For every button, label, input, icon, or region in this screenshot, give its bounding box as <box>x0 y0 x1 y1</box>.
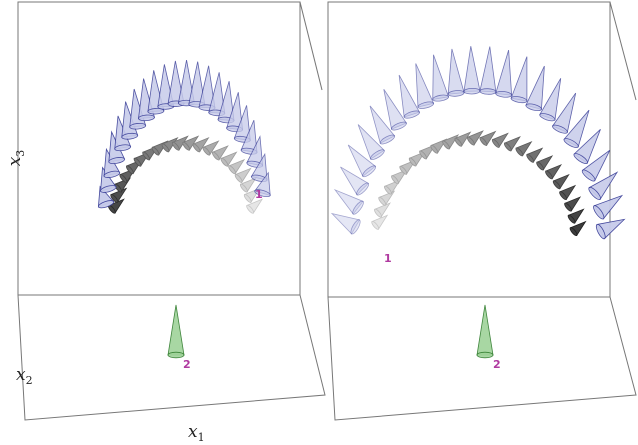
cone <box>448 49 464 94</box>
x3-axis-label: x3 <box>5 150 27 167</box>
cone <box>433 55 449 100</box>
side-edge <box>610 2 636 100</box>
cone-base <box>464 88 480 94</box>
target-label: 2 <box>493 358 501 371</box>
cone <box>464 46 480 91</box>
cone-base <box>168 352 184 358</box>
x2-axis-label: x2 <box>16 365 33 387</box>
cone <box>496 50 512 95</box>
cone <box>416 63 434 107</box>
cone <box>511 57 527 101</box>
cone <box>168 305 184 355</box>
cone-base <box>480 88 496 94</box>
cone <box>526 66 544 109</box>
cone <box>480 47 496 92</box>
floor <box>328 297 636 420</box>
cone <box>477 305 493 355</box>
target-label: 2 <box>183 358 191 371</box>
x1-axis-label: x1 <box>188 422 205 444</box>
figure: x3 x2 x1 1 2 1 2 <box>0 0 638 445</box>
trajectory-label: 1 <box>384 252 392 265</box>
cones <box>98 46 625 358</box>
cone-base <box>477 352 493 358</box>
side-edge <box>300 2 322 90</box>
trajectory-label: 1 <box>255 188 263 201</box>
